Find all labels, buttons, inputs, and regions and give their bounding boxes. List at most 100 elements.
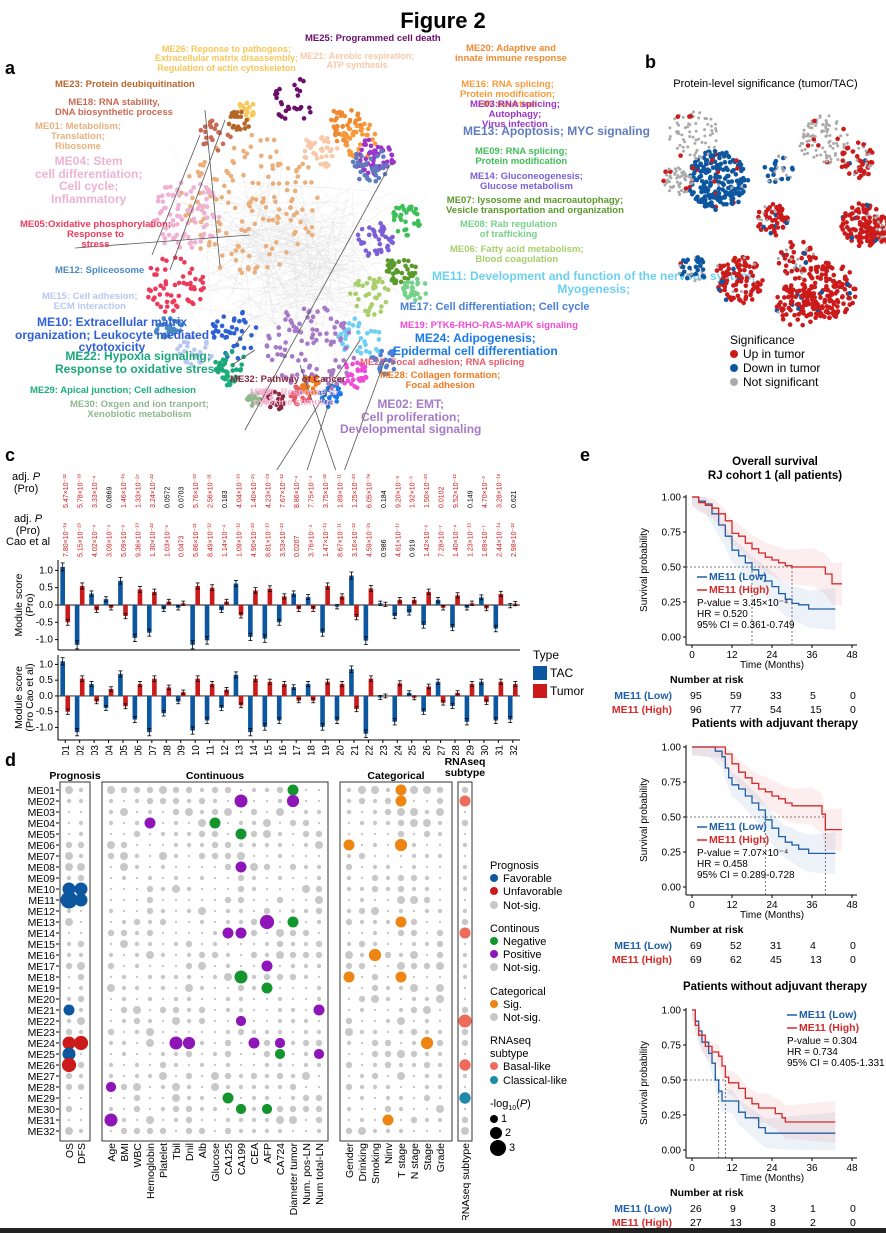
column-label: Dnil: [184, 1143, 196, 1161]
network-node: [328, 147, 334, 152]
network-node: [266, 333, 271, 339]
protein-node: [700, 267, 706, 272]
network-node: [166, 232, 172, 238]
dot: [134, 952, 140, 958]
network-node: [360, 132, 365, 137]
bar-tumor: [368, 678, 374, 696]
network-node: [403, 263, 408, 269]
protein-node: [778, 250, 784, 255]
network-node: [289, 320, 294, 326]
network-edge: [241, 169, 266, 294]
dot: [385, 1128, 391, 1134]
network-node: [269, 246, 275, 252]
network-node: [178, 256, 184, 262]
network-node: [250, 196, 255, 201]
network-edge: [222, 193, 393, 248]
dot: [385, 996, 391, 1002]
dot: [423, 1061, 431, 1069]
protein-cluster: [714, 254, 765, 306]
dot: [146, 1028, 154, 1036]
network-node: [235, 124, 241, 130]
y-tick-label: -1.0: [36, 722, 54, 733]
network-edge: [285, 237, 357, 292]
protein-node: [835, 309, 841, 314]
dot: [303, 974, 309, 980]
dot: [65, 1127, 73, 1135]
network-node: [400, 203, 405, 209]
protein-node: [864, 153, 868, 157]
network-node: [241, 317, 247, 323]
protein-node: [845, 133, 849, 137]
dot: [302, 830, 310, 838]
network-node: [185, 211, 191, 217]
dot: [291, 843, 295, 847]
dot: [411, 941, 417, 947]
network-edge: [282, 168, 319, 226]
dot: [109, 832, 113, 836]
protein-node: [808, 267, 814, 273]
bar-tac: [421, 695, 426, 712]
network-node: [175, 240, 181, 246]
network-node: [191, 216, 197, 222]
protein-node: [675, 121, 679, 125]
bar-tumor: [238, 605, 244, 616]
dot: [159, 1061, 167, 1069]
dot: [198, 907, 206, 915]
dot: [372, 842, 378, 848]
dot: [436, 1105, 444, 1113]
network-node: [405, 295, 410, 300]
protein-node: [731, 167, 736, 173]
network-edge: [208, 220, 237, 249]
network-node: [253, 197, 259, 202]
module-cluster-me01: [179, 132, 320, 276]
protein-node: [802, 132, 806, 136]
dot: [120, 929, 128, 937]
network-node: [307, 363, 313, 369]
legend-section-rnaseq: RNAseq subtype Basal-like Classical-like: [490, 1035, 567, 1088]
network-node: [293, 229, 298, 235]
protein-node: [776, 211, 781, 216]
network-node: [276, 112, 282, 117]
network-node: [204, 204, 210, 210]
dot: [199, 842, 205, 848]
dot: [399, 1041, 403, 1045]
confidence-band: [692, 1010, 836, 1143]
dot: [461, 1006, 469, 1014]
protein-node: [821, 146, 825, 150]
protein-node: [825, 310, 831, 316]
dot: [385, 985, 391, 991]
dot: [213, 887, 217, 891]
protein-node: [825, 293, 830, 299]
dot: [235, 861, 247, 873]
dot: [287, 916, 299, 928]
network-node: [167, 316, 173, 321]
network-node: [319, 135, 324, 141]
network-node: [283, 340, 288, 345]
group-frame: [101, 781, 329, 1142]
risk-value: 4: [810, 940, 816, 952]
module-cluster-me07: [384, 257, 418, 286]
protein-node: [814, 124, 818, 128]
dot: [358, 1127, 366, 1135]
protein-node: [701, 164, 706, 170]
dot: [397, 830, 405, 838]
survival-curve-low: [692, 1009, 836, 1134]
adjp-cao-value: 1.23×10⁻¹³: [467, 522, 474, 557]
protein-node: [855, 140, 861, 145]
dot: [461, 786, 469, 794]
protein-significance-network: [661, 110, 886, 328]
bar-tumor: [137, 589, 143, 605]
protein-node: [742, 267, 747, 273]
dot: [65, 918, 73, 926]
dot: [303, 809, 309, 815]
dot: [372, 1062, 378, 1068]
protein-node: [692, 159, 698, 165]
network-node: [313, 337, 319, 343]
dot: [265, 799, 269, 803]
dot: [212, 798, 218, 804]
y-tick-label: 0.75: [662, 778, 682, 789]
protein-node: [802, 128, 806, 132]
network-node: [177, 193, 182, 198]
dot: [277, 842, 283, 848]
dot: [346, 809, 352, 815]
